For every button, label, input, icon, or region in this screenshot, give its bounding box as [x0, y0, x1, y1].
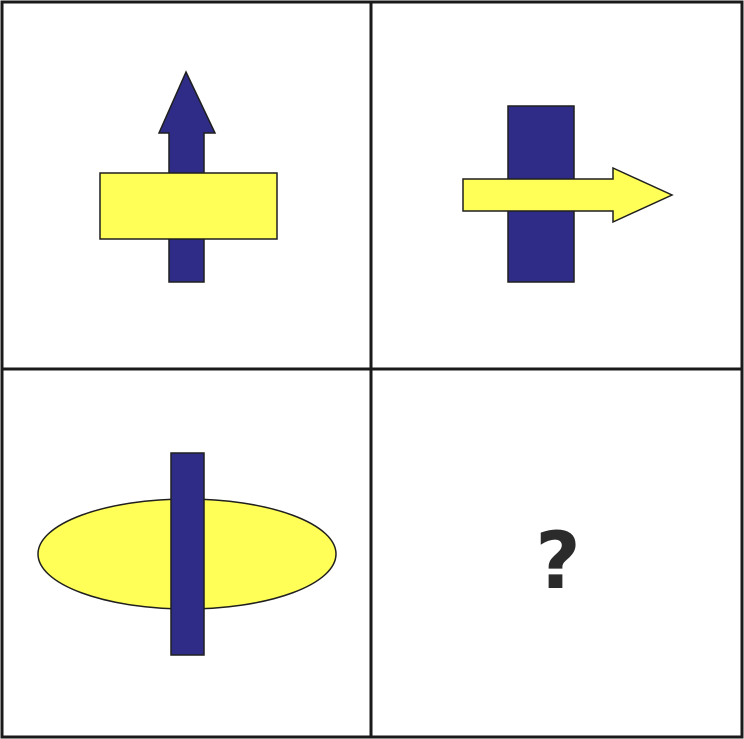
missing-answer-question-mark: ?	[535, 517, 580, 607]
navy-vertical-bar	[170, 452, 205, 656]
yellow-right-arrow	[462, 166, 674, 224]
yellow-horizontal-rectangle	[99, 172, 278, 240]
cell-top-right	[462, 105, 674, 283]
cell-bottom-right: ?	[535, 517, 580, 607]
cell-bottom-left	[37, 452, 337, 656]
cell-top-left	[99, 70, 278, 283]
